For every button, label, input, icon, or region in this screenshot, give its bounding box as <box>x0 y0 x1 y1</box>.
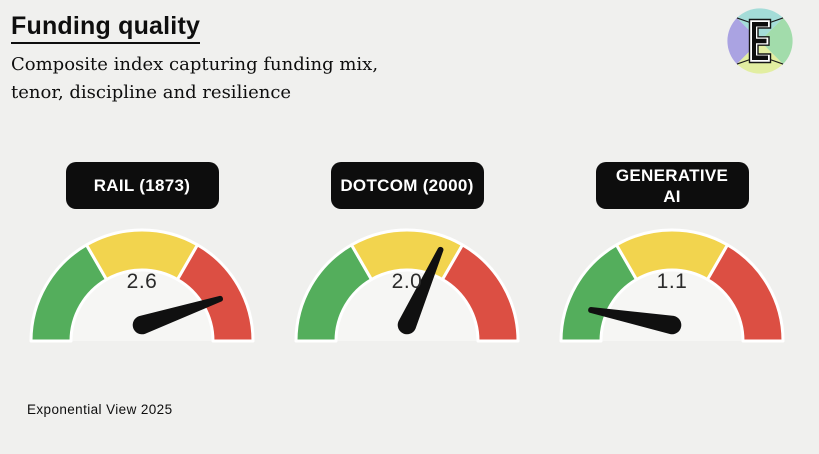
dial-face <box>336 270 478 341</box>
gauge-generative-ai-value: 1.1 <box>656 270 688 293</box>
gauge-dotcom-value: 2.0 <box>391 270 423 293</box>
subtitle-line-1: Composite index capturing funding mix, <box>11 53 379 75</box>
gauge-dotcom-dial-icon <box>294 228 520 343</box>
logo-letter-e-icon <box>748 18 772 64</box>
gauge-rail-dial: 2.6 <box>24 225 260 345</box>
gauge-rail-needle-icon <box>132 295 223 335</box>
gauge-generative-ai-label-pill: GENERATIVE AI <box>595 162 749 209</box>
gauge-generative-ai-label: GENERATIVE AI <box>615 165 729 206</box>
gauges-row: RAIL (1873) 2.6 DOTCOM (2000) <box>24 162 790 345</box>
header: Funding quality Composite index capturin… <box>11 12 378 107</box>
source-note: Exponential View 2025 <box>27 402 173 417</box>
gauge-rail-label: RAIL (1873) <box>93 176 191 195</box>
gauge-rail-label-pill: RAIL (1873) <box>65 162 219 209</box>
gauge-generative-ai-dial: 1.1 <box>554 225 790 345</box>
gauge-dotcom-needle-icon <box>397 246 444 335</box>
gauge-generative-ai: GENERATIVE AI 1.1 <box>554 162 790 345</box>
exponential-view-logo <box>727 8 793 74</box>
gauge-dotcom: DOTCOM (2000) 2.0 <box>289 162 525 345</box>
gauge-dotcom-label: DOTCOM (2000) <box>340 176 474 195</box>
page-title: Funding quality <box>11 12 201 44</box>
segment-red <box>176 243 255 343</box>
gauge-dotcom-dial: 2.0 <box>289 225 525 345</box>
gauge-rail: RAIL (1873) 2.6 <box>24 162 260 345</box>
page-subtitle: Composite index capturing funding mix, t… <box>11 51 378 107</box>
segment-red <box>706 243 785 343</box>
gauge-generative-ai-needle-icon <box>588 307 682 335</box>
segment-red <box>441 243 520 343</box>
dial-face <box>71 270 213 341</box>
gauge-dotcom-label-pill: DOTCOM (2000) <box>330 162 484 209</box>
subtitle-line-2: tenor, discipline and resilience <box>11 81 292 103</box>
gauge-generative-ai-dial-icon <box>559 228 785 343</box>
gauge-rail-value: 2.6 <box>126 270 158 293</box>
logo-diagonal-lines-icon <box>736 17 784 65</box>
gauge-rail-dial-icon <box>29 228 255 343</box>
